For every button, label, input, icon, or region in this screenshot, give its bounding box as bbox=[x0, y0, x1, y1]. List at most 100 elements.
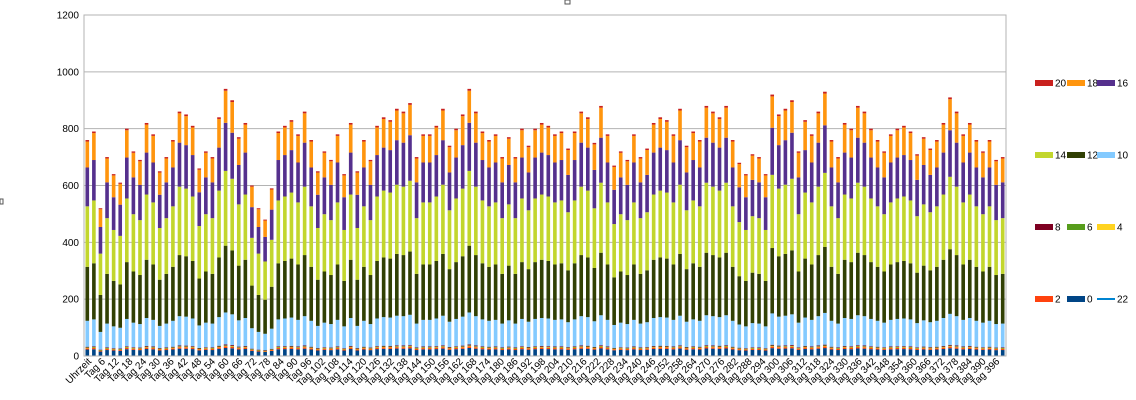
bar-segment-14 bbox=[520, 198, 524, 263]
bar-segment-12 bbox=[638, 273, 643, 324]
bar-segment-10 bbox=[849, 318, 854, 347]
bar-segment-2 bbox=[981, 348, 985, 350]
bar-segment-16 bbox=[908, 160, 913, 201]
bar-segment-2 bbox=[171, 348, 175, 350]
bar-segment-20 bbox=[289, 120, 294, 122]
bar-segment-20 bbox=[579, 111, 584, 114]
bar-segment-14 bbox=[744, 229, 748, 281]
bar-segment-18 bbox=[671, 135, 676, 163]
bar-segment-10 bbox=[250, 328, 254, 349]
bar-segment-8 bbox=[684, 346, 689, 348]
bar-segment-0 bbox=[533, 349, 537, 356]
bar-segment-2 bbox=[138, 348, 142, 351]
bar-segment-16 bbox=[967, 152, 972, 195]
bar-segment-0 bbox=[908, 349, 913, 356]
bar-segment-0 bbox=[190, 349, 195, 356]
bar-segment-20 bbox=[612, 165, 616, 167]
bar-segment-6 bbox=[902, 346, 906, 348]
bar-segment-12 bbox=[388, 258, 393, 318]
bar-segment-16 bbox=[118, 204, 123, 236]
bar-segment-12 bbox=[447, 269, 452, 322]
bar-segment-20 bbox=[197, 168, 202, 170]
bar-segment-2 bbox=[92, 347, 96, 350]
bar-segment-4 bbox=[967, 347, 972, 348]
bar-segment-14 bbox=[605, 202, 610, 265]
bar-segment-8 bbox=[421, 346, 425, 348]
bar-segment-14 bbox=[500, 218, 504, 274]
bar-segment-16 bbox=[263, 236, 267, 262]
bar-segment-12 bbox=[230, 250, 234, 315]
bar-segment-0 bbox=[935, 349, 939, 356]
bar-segment-12 bbox=[526, 269, 531, 322]
bar-segment-4 bbox=[632, 347, 636, 349]
bar-segment-12 bbox=[355, 279, 360, 326]
bar-segment-16 bbox=[105, 182, 109, 219]
bar-segment-0 bbox=[210, 350, 215, 356]
bar-segment-0 bbox=[783, 348, 788, 356]
bar-segment-18 bbox=[296, 135, 300, 163]
bar-segment-6 bbox=[322, 347, 327, 349]
bar-segment-16 bbox=[98, 227, 103, 254]
bar-segment-8 bbox=[816, 345, 821, 347]
bar-segment-16 bbox=[520, 157, 524, 199]
selection-handle-top[interactable] bbox=[564, 0, 571, 5]
bar-segment-18 bbox=[315, 172, 320, 195]
bar-segment-0 bbox=[566, 349, 570, 356]
bar-segment-4 bbox=[236, 347, 241, 349]
bar-segment-6 bbox=[823, 345, 827, 347]
bar-segment-20 bbox=[842, 122, 847, 125]
bar-segment-2 bbox=[783, 347, 788, 349]
bar-segment-20 bbox=[954, 111, 959, 114]
bar-segment-4 bbox=[355, 348, 360, 350]
bar-segment-10 bbox=[730, 320, 735, 347]
bar-segment-6 bbox=[263, 350, 267, 352]
bar-segment-8 bbox=[856, 345, 860, 346]
bar-segment-16 bbox=[217, 147, 221, 191]
bar-segment-16 bbox=[638, 182, 643, 219]
bar-segment-12 bbox=[236, 265, 241, 321]
bar-segment-6 bbox=[948, 345, 952, 347]
bar-segment-8 bbox=[869, 346, 873, 347]
bar-segment-6 bbox=[138, 348, 142, 349]
bar-segment-12 bbox=[711, 255, 715, 317]
bar-segment-16 bbox=[526, 172, 531, 211]
bar-segment-18 bbox=[724, 107, 728, 138]
bar-segment-16 bbox=[309, 167, 314, 207]
bar-segment-18 bbox=[645, 150, 649, 175]
bar-segment-6 bbox=[467, 345, 472, 346]
bar-segment-14 bbox=[750, 216, 755, 273]
bar-segment-8 bbox=[348, 345, 353, 347]
bar-segment-10 bbox=[882, 322, 886, 348]
bar-segment-6 bbox=[250, 349, 254, 350]
bar-segment-20 bbox=[164, 157, 169, 159]
bar-segment-10 bbox=[263, 333, 267, 351]
bar-segment-4 bbox=[421, 347, 425, 349]
bar-segment-0 bbox=[915, 349, 919, 356]
bar-segment-6 bbox=[434, 346, 439, 348]
bar-segment-10 bbox=[309, 320, 314, 347]
bar-segment-14 bbox=[355, 228, 360, 280]
bar-segment-0 bbox=[487, 349, 491, 356]
bar-segment-20 bbox=[790, 100, 794, 103]
bar-segment-12 bbox=[1000, 273, 1005, 324]
bar-segment-18 bbox=[546, 127, 551, 156]
bar-segment-10 bbox=[375, 318, 379, 347]
bar-segment-14 bbox=[467, 170, 472, 246]
bar-segment-8 bbox=[987, 346, 992, 348]
bar-segment-8 bbox=[612, 347, 616, 349]
bar-segment-16 bbox=[447, 172, 452, 211]
selection-handle-left[interactable] bbox=[0, 198, 4, 205]
bar-segment-10 bbox=[111, 326, 116, 349]
bar-segment-8 bbox=[256, 349, 261, 351]
bar-segment-14 bbox=[177, 186, 182, 256]
bar-segment-18 bbox=[414, 158, 419, 183]
bar-segment-10 bbox=[506, 320, 511, 347]
bar-segment-8 bbox=[92, 346, 96, 348]
bar-segment-16 bbox=[678, 140, 682, 185]
bar-segment-12 bbox=[171, 266, 175, 321]
bar-segment-4 bbox=[125, 347, 129, 348]
bar-segment-2 bbox=[105, 348, 109, 351]
bar-segment-4 bbox=[796, 348, 801, 349]
bar-segment-10 bbox=[533, 318, 537, 347]
bar-segment-16 bbox=[763, 197, 768, 230]
